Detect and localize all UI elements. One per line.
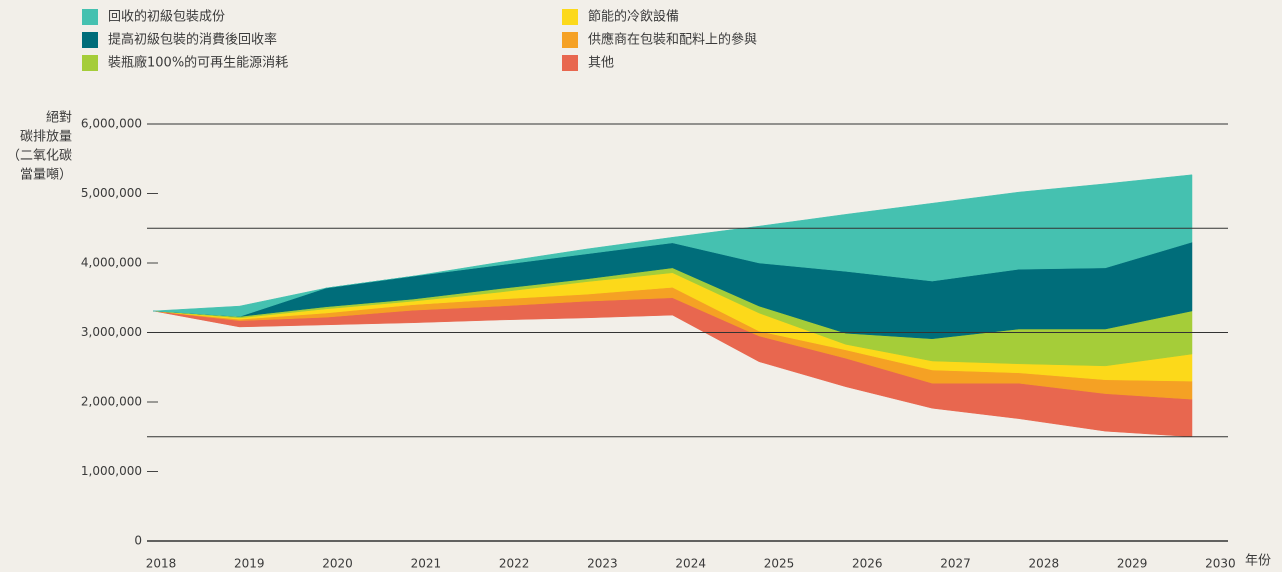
legend-label: 供應商在包裝和配料上的參與 bbox=[588, 32, 757, 48]
legend-label: 回收的初級包裝成份 bbox=[108, 9, 225, 25]
y-axis-label: 絕對 bbox=[46, 111, 72, 126]
x-tick-label: 2030 bbox=[1205, 557, 1236, 571]
y-tick-label: 0 bbox=[134, 534, 142, 548]
x-axis-label: 年份 bbox=[1245, 554, 1271, 569]
legend-swatch bbox=[562, 9, 578, 25]
x-tick-label: 2021 bbox=[411, 557, 442, 571]
x-tick-label: 2018 bbox=[146, 557, 177, 571]
legend-label: 節能的冷飲設備 bbox=[588, 9, 679, 25]
legend-label: 裝瓶廠100%的可再生能源消耗 bbox=[108, 55, 288, 71]
x-tick-label: 2022 bbox=[499, 557, 530, 571]
y-tick-label: 1,000,000 bbox=[81, 464, 142, 478]
y-tick-label: 4,000,000 bbox=[81, 256, 142, 270]
y-axis-label: 碳排放量 bbox=[20, 130, 72, 145]
legend-label: 提高初級包裝的消費後回收率 bbox=[108, 32, 277, 48]
x-tick-label: 2027 bbox=[940, 557, 971, 571]
x-tick-label: 2023 bbox=[587, 557, 618, 571]
x-tick-label: 2028 bbox=[1029, 557, 1060, 571]
x-tick-label: 2020 bbox=[322, 557, 353, 571]
y-tick-label: 3,000,000 bbox=[81, 325, 142, 339]
legend-swatch bbox=[562, 32, 578, 48]
y-tick-label: 6,000,000 bbox=[81, 117, 142, 131]
legend-swatch bbox=[82, 32, 98, 48]
legend-swatch bbox=[562, 55, 578, 71]
y-tick-label: 5,000,000 bbox=[81, 186, 142, 200]
x-tick-label: 2019 bbox=[234, 557, 265, 571]
x-tick-label: 2025 bbox=[764, 557, 795, 571]
area bbox=[152, 174, 1193, 317]
x-tick-label: 2024 bbox=[675, 557, 706, 571]
legend-swatch bbox=[82, 9, 98, 25]
legend-swatch bbox=[82, 55, 98, 71]
y-axis-label: （二氧化碳 bbox=[7, 149, 72, 164]
x-tick-label: 2026 bbox=[852, 557, 883, 571]
legend-label: 其他 bbox=[588, 56, 614, 71]
y-tick-label: 2,000,000 bbox=[81, 395, 142, 409]
y-axis-label: 當量噸） bbox=[20, 168, 72, 183]
x-tick-label: 2029 bbox=[1117, 557, 1148, 571]
